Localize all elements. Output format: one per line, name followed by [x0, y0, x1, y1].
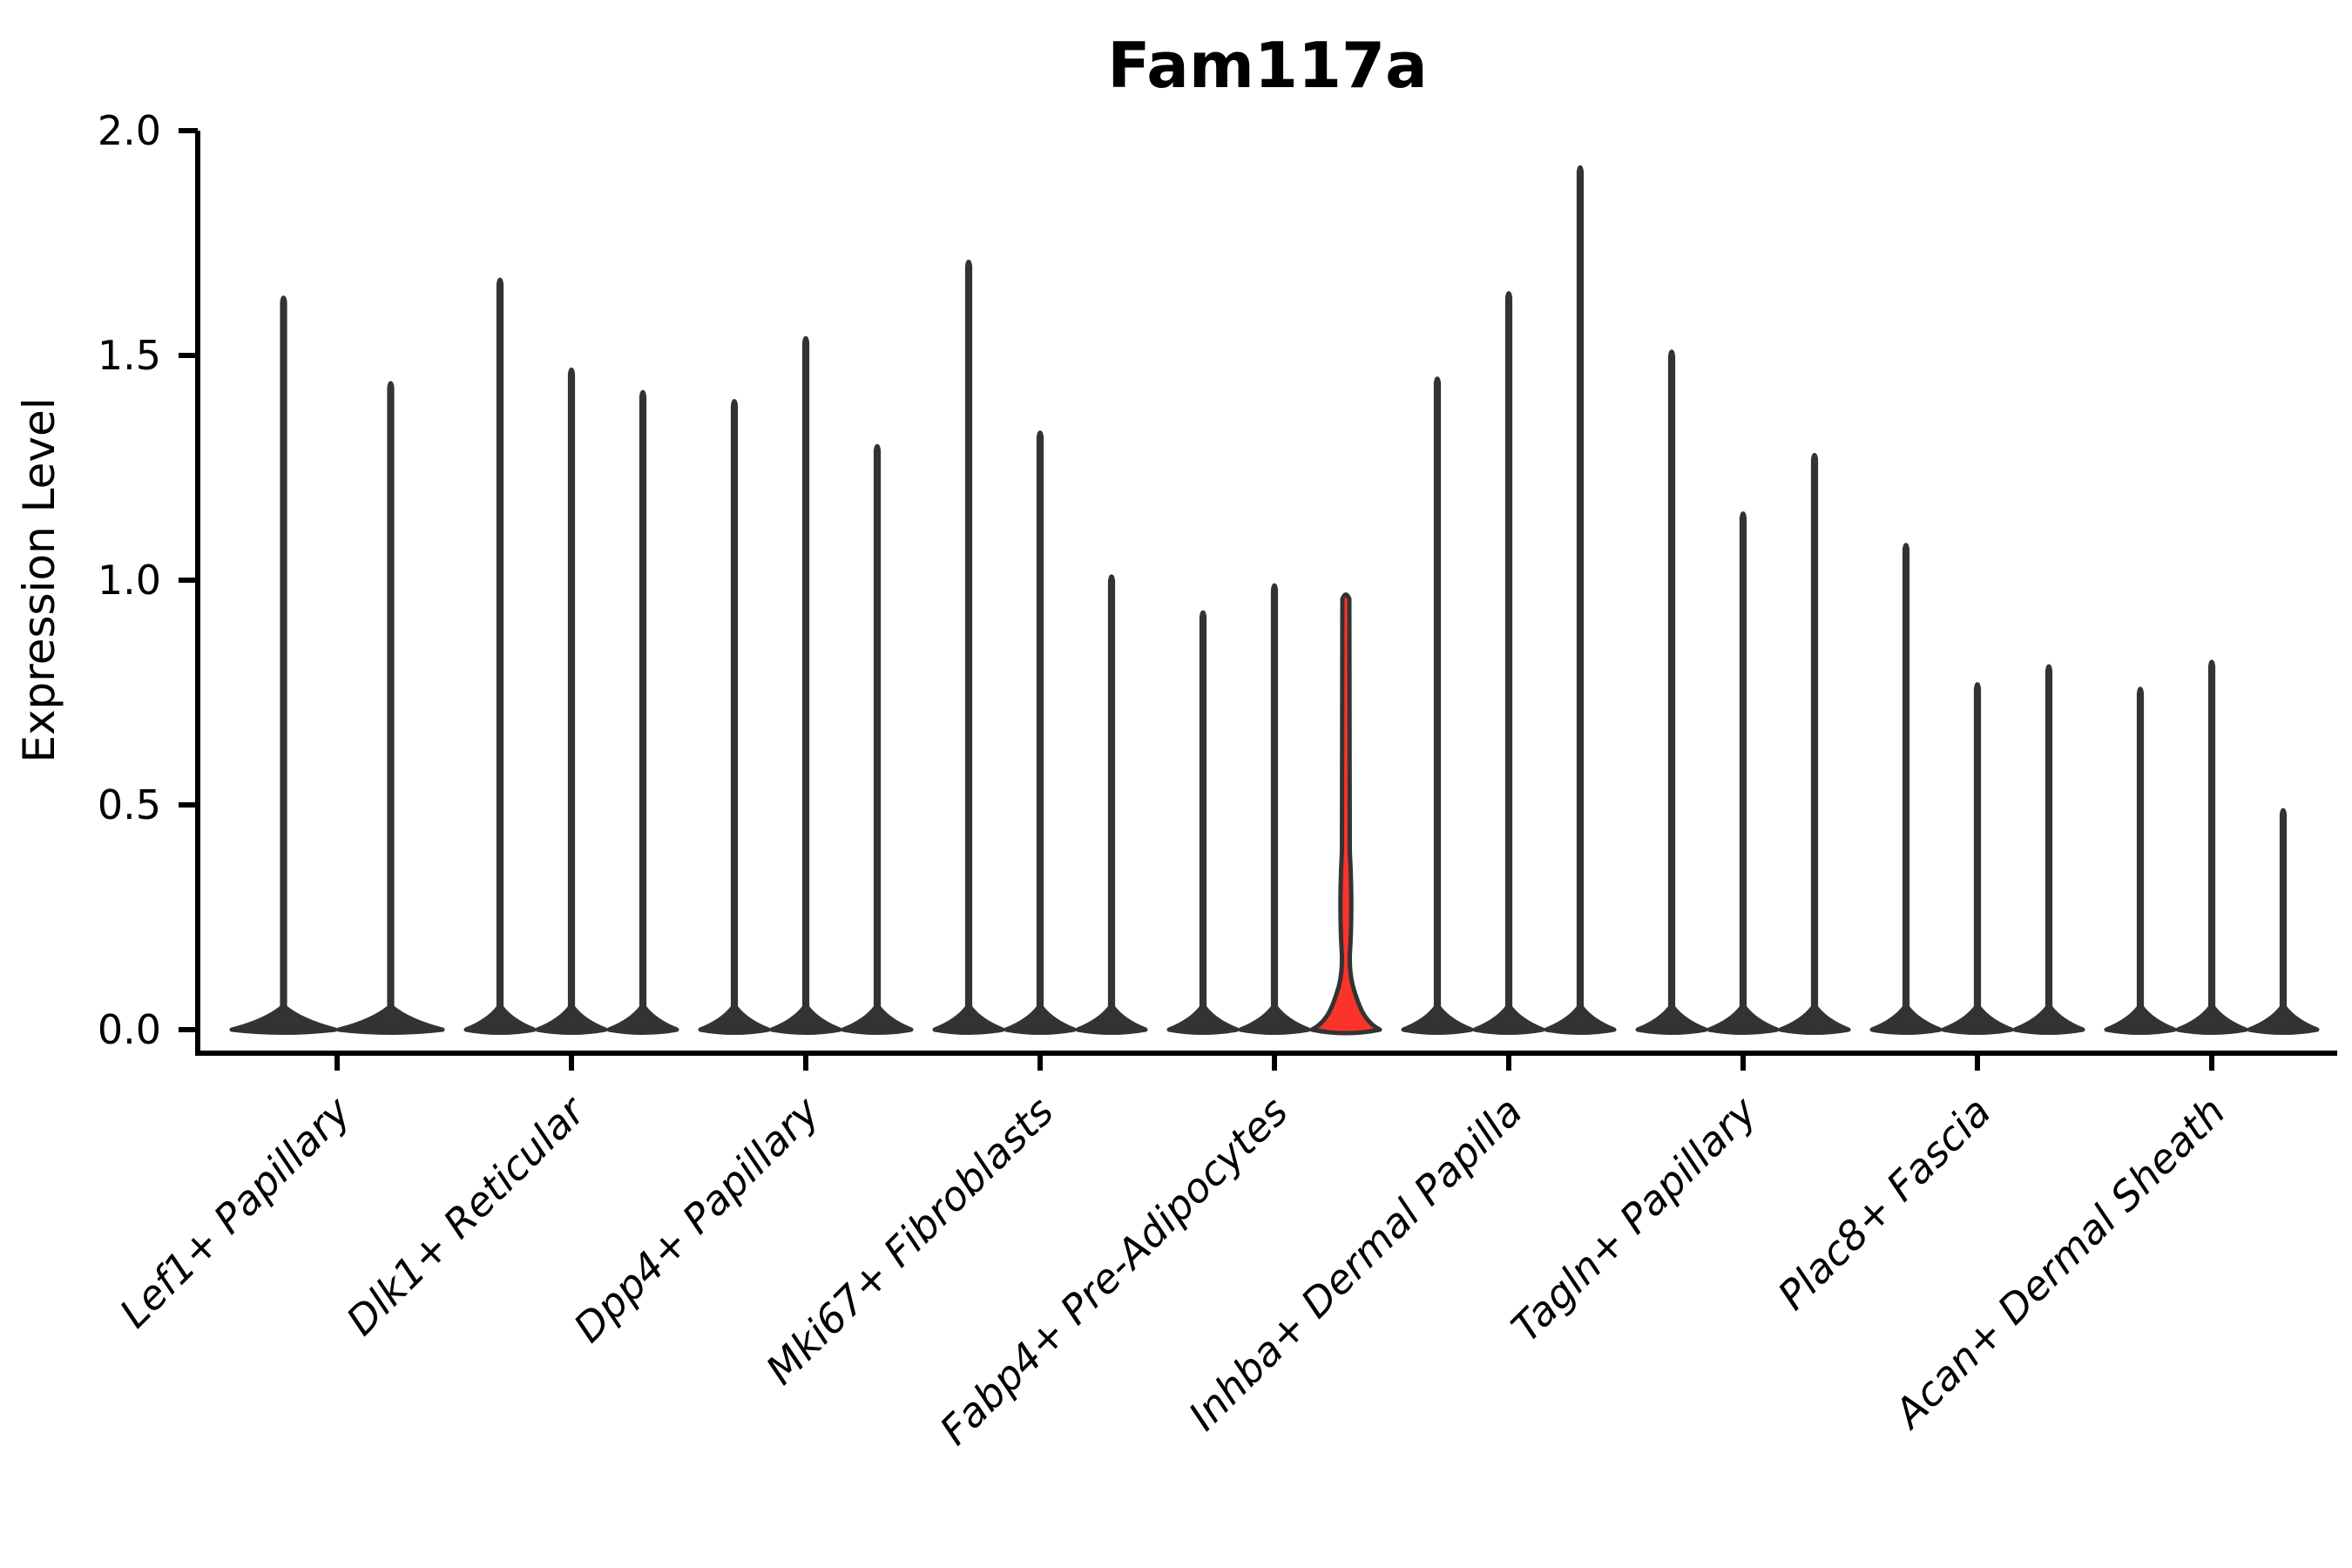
x-tick-label: Dpp4+ Papillary: [564, 1087, 828, 1351]
violin: [1472, 291, 1545, 1035]
y-axis-label: Expression Level: [14, 397, 64, 762]
violin: [1635, 349, 1708, 1035]
violin: [336, 381, 445, 1035]
y-tick-label: 0.5: [98, 781, 161, 828]
violin: [1401, 376, 1474, 1035]
violin: [606, 389, 679, 1035]
y-tick-label: 1.0: [98, 557, 161, 604]
x-tick-label: Tagln+ Papillary: [1502, 1087, 1766, 1351]
violin: [463, 277, 537, 1035]
violin: [2012, 664, 2085, 1035]
axis-spines: [195, 131, 2337, 1056]
violin: [1544, 165, 1617, 1035]
violin-group: [463, 277, 679, 1035]
violin: [698, 399, 771, 1035]
violin: [1004, 430, 1077, 1035]
violin: [1707, 511, 1780, 1035]
violin: [932, 260, 1005, 1035]
violin: [2104, 686, 2177, 1035]
violin: [1778, 453, 1851, 1035]
violin: [229, 295, 338, 1035]
violin: [1166, 610, 1240, 1035]
violin: [2247, 808, 2320, 1035]
x-tick-label: Dlk1+ Reticular: [337, 1085, 596, 1344]
y-tick-label: 2.0: [98, 107, 161, 154]
violin: [1075, 574, 1148, 1035]
violin-group: [1166, 583, 1382, 1036]
violin-group: [1635, 349, 1851, 1035]
violin: [1941, 682, 2014, 1035]
violin: [1869, 543, 1943, 1035]
y-tick-label: 1.5: [98, 332, 161, 379]
x-tick-label: Lef1+ Papillary: [111, 1087, 360, 1336]
violin-group: [2104, 659, 2320, 1035]
violin: [1238, 583, 1311, 1035]
violins-layer: [229, 165, 2320, 1036]
chart-title: Fam117a: [1107, 29, 1427, 102]
violin: [841, 443, 914, 1035]
violin-group: [698, 335, 914, 1035]
y-tick-label: 0.0: [98, 1006, 161, 1053]
violin: [2175, 659, 2248, 1035]
violin: [769, 335, 842, 1035]
violin-group: [1869, 543, 2085, 1035]
violin: [535, 367, 608, 1035]
violin-group: [932, 260, 1148, 1035]
violin-group: [1401, 165, 1617, 1035]
x-tick-label: Plac8+ Fascia: [1768, 1088, 1999, 1319]
violin-highlighted: [1309, 592, 1382, 1036]
violin-group: [229, 295, 445, 1035]
